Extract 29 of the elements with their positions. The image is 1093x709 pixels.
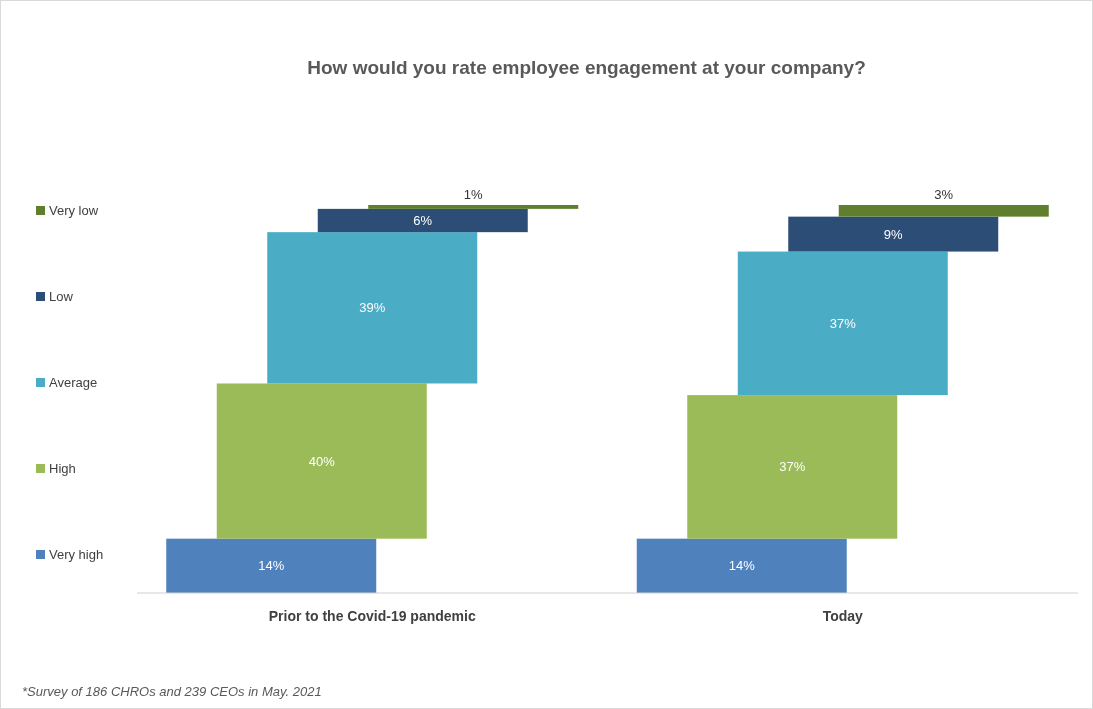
bar: [216, 383, 427, 539]
data-label: 37%: [829, 315, 857, 331]
x-tick-label: Today: [822, 608, 864, 624]
x-tick-label: Prior to the Covid-19 pandemic: [268, 608, 476, 624]
data-label: 40%: [308, 453, 336, 469]
bar: [166, 538, 377, 593]
data-label: 37%: [779, 459, 806, 475]
data-label: 6%: [413, 213, 433, 229]
bar: [687, 395, 898, 539]
legend-label: Very high: [49, 547, 104, 562]
text: *Survey of 186 CHROs and 239 CEOs in May. 2021: [22, 684, 322, 699]
bar: [737, 251, 948, 396]
bar: [838, 205, 1049, 217]
data-label: 14%: [258, 558, 285, 574]
chart-title: How would you rate employee engagement at your company?: [307, 57, 866, 78]
data-label: 9%: [883, 226, 904, 242]
data-label: 39%: [359, 300, 386, 316]
bar: [368, 205, 579, 209]
data-label: 14%: [728, 558, 756, 574]
bar: [267, 232, 478, 384]
legend-label: Average: [49, 375, 98, 390]
legend-label: Low: [49, 289, 74, 304]
data-label: 3%: [934, 187, 954, 202]
data-label: 1%: [463, 187, 484, 202]
bar: [317, 208, 528, 233]
legend-label: Very low: [49, 203, 99, 218]
bar: [636, 538, 847, 593]
legend-label: High: [49, 461, 76, 476]
bar: [788, 216, 999, 252]
